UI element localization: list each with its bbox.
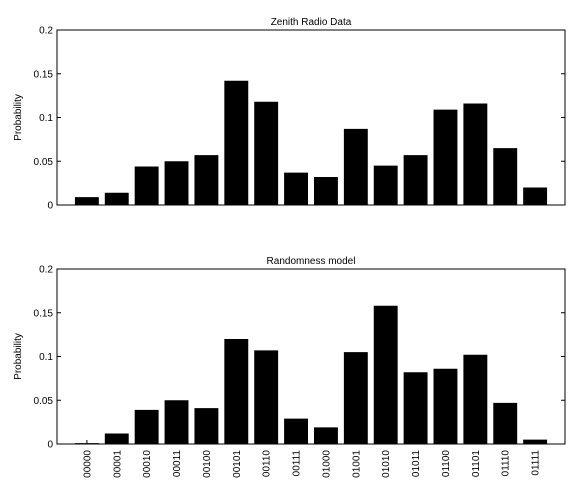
bar — [493, 148, 518, 205]
x-tick-label: 01111 — [531, 450, 542, 476]
bar — [463, 103, 488, 205]
bar — [403, 155, 428, 205]
x-tick-label: 00000 — [82, 450, 93, 478]
bar — [224, 339, 249, 444]
bar — [373, 165, 398, 205]
x-tick-label: 00011 — [172, 450, 183, 478]
x-tick-label: 01101 — [471, 450, 482, 478]
chart-title: Zenith Radio Data — [271, 17, 352, 28]
bar — [194, 408, 219, 444]
y-tick-label: 0.2 — [39, 265, 53, 276]
bar — [224, 80, 249, 205]
bar — [164, 161, 189, 205]
y-tick-label: 0.15 — [34, 308, 54, 319]
y-tick-label: 0.1 — [39, 113, 53, 124]
y-tick-label: 0.05 — [34, 157, 54, 168]
bars — [74, 80, 548, 205]
x-tick-label: 01010 — [381, 450, 392, 478]
bar — [284, 418, 309, 444]
axes-frame — [56, 268, 566, 445]
top-chart-panel: Zenith Radio Data Probability 0 0.05 0.1 0.… — [13, 17, 566, 212]
x-tick-label: 01110 — [501, 450, 512, 477]
bar — [403, 372, 428, 444]
y-tick-label: 0.15 — [34, 69, 54, 80]
x-tick-label: 00110 — [262, 450, 273, 478]
bar — [433, 109, 458, 205]
bar — [313, 177, 338, 205]
bar — [134, 166, 159, 205]
axes-frame — [56, 29, 566, 206]
bar — [463, 354, 488, 444]
y-axis-label: Probability — [13, 94, 24, 141]
bar — [104, 433, 129, 444]
bar — [343, 128, 368, 205]
bar — [164, 400, 189, 444]
y-tick-label: 0.2 — [39, 26, 53, 37]
x-tick-label: 01011 — [411, 450, 422, 478]
bar — [433, 368, 458, 444]
x-tick-label: 00100 — [202, 450, 213, 478]
x-tick-labels: 00000 00001 00010 00011 00100 00101 00110 00111… — [82, 440, 542, 478]
x-tick-label: 00111 — [292, 450, 303, 477]
bar — [134, 409, 159, 444]
bottom-chart-panel: Randomness model Probability 0 0.05 0.1 0.1… — [13, 256, 566, 478]
bar — [74, 197, 99, 205]
chart-title: Randomness model — [267, 256, 356, 267]
bar — [493, 402, 518, 444]
y-tick-label: 0 — [47, 201, 53, 212]
x-tick-label: 01001 — [351, 450, 362, 478]
bar — [343, 352, 368, 444]
bar — [523, 187, 548, 205]
y-tick-label: 0.1 — [39, 352, 53, 363]
bar — [284, 172, 309, 205]
bar — [373, 305, 398, 444]
y-axis-label: Probability — [13, 333, 24, 380]
x-tick-label: 01100 — [441, 450, 452, 478]
x-tick-label: 01000 — [321, 450, 332, 478]
bar — [254, 101, 279, 205]
bars — [74, 305, 548, 444]
bar — [194, 155, 219, 205]
x-tick-label: 00001 — [112, 450, 123, 478]
x-tick-label: 00101 — [232, 450, 243, 478]
x-tick-label: 00010 — [142, 450, 153, 478]
bar — [254, 350, 279, 444]
y-tick-label: 0.05 — [34, 396, 54, 407]
bar — [104, 192, 129, 205]
y-tick-label: 0 — [47, 440, 53, 451]
bar — [313, 427, 338, 444]
